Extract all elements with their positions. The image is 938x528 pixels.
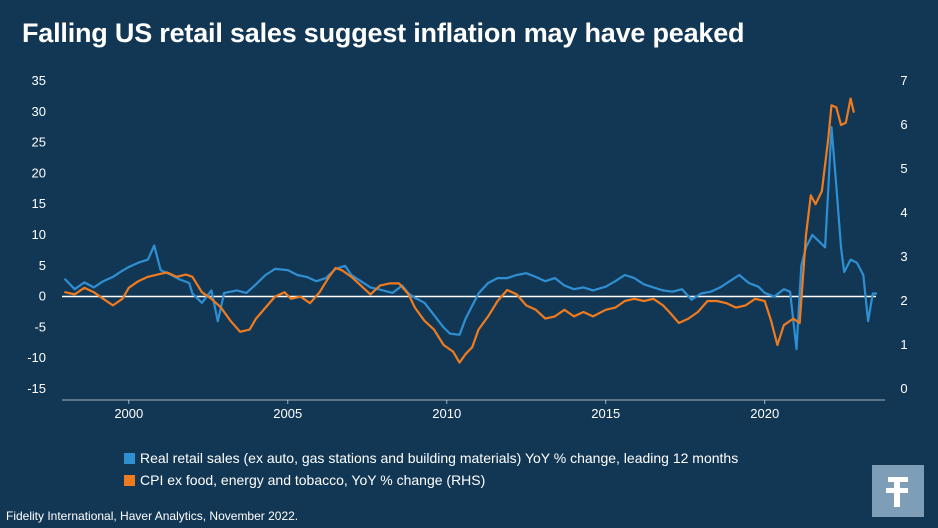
- x-tick-label: 2005: [273, 406, 302, 421]
- right-y-tick-label: 2: [900, 293, 907, 308]
- legend: Real retail sales (ex auto, gas stations…: [124, 447, 738, 491]
- x-tick-label: 2010: [432, 406, 461, 421]
- right-y-tick-label: 4: [900, 205, 907, 220]
- right-y-tick-label: 6: [900, 117, 907, 132]
- legend-item-cpi: CPI ex food, energy and tobacco, YoY % c…: [124, 469, 738, 491]
- legend-label-retail-sales: Real retail sales (ex auto, gas stations…: [140, 450, 739, 466]
- left-y-tick-label: 35: [32, 73, 46, 88]
- right-y-tick-label: 1: [900, 337, 907, 352]
- legend-swatch-retail-sales: [124, 452, 135, 464]
- left-y-tick-label: 30: [32, 104, 46, 119]
- fidelity-logo: [872, 465, 924, 517]
- left-y-tick-label: -15: [27, 381, 46, 396]
- series-layer: [64, 97, 878, 364]
- x-tick-label: 2000: [114, 406, 143, 421]
- left-y-tick-label: 25: [32, 135, 46, 150]
- left-y-axis: 35 30 25 20 15 10 5 0 -5 -10 -15: [27, 73, 46, 396]
- legend-label-cpi: CPI ex food, energy and tobacco, YoY % c…: [140, 472, 486, 488]
- series-line-cpi: [64, 97, 855, 364]
- series-line-retail-sales: [64, 126, 878, 351]
- source-note: Fidelity International, Haver Analytics,…: [6, 509, 299, 523]
- x-tick-label: 2015: [591, 406, 620, 421]
- left-y-tick-label: 5: [39, 258, 46, 273]
- left-y-tick-label: -5: [34, 319, 46, 334]
- x-axis: 2000 2005 2010 2015 2020: [114, 400, 779, 421]
- right-y-tick-label: 3: [900, 249, 907, 264]
- right-y-tick-label: 7: [900, 73, 907, 88]
- left-y-tick-label: -10: [27, 350, 46, 365]
- left-y-tick-label: 15: [32, 196, 46, 211]
- right-y-axis: 7 6 5 4 3 2 1 0: [900, 73, 907, 396]
- right-y-tick-label: 0: [900, 381, 907, 396]
- legend-item-retail-sales: Real retail sales (ex auto, gas stations…: [124, 447, 738, 469]
- fidelity-f-logo-icon: [886, 477, 908, 507]
- chart-title: Falling US retail sales suggest inflatio…: [22, 18, 745, 48]
- x-tick-label: 2020: [750, 406, 779, 421]
- right-y-tick-label: 5: [900, 161, 907, 176]
- left-y-tick-label: 20: [32, 165, 46, 180]
- left-y-tick-label: 0: [39, 289, 46, 304]
- left-y-tick-label: 10: [32, 227, 46, 242]
- legend-swatch-cpi: [124, 474, 135, 486]
